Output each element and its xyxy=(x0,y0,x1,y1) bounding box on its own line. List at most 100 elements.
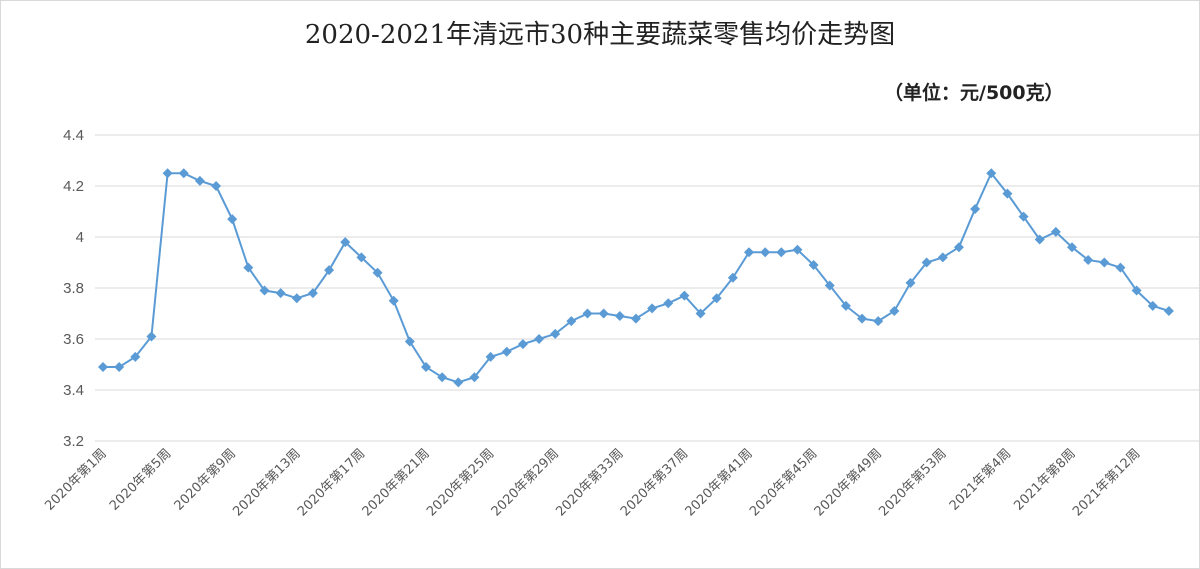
series-markers xyxy=(98,168,1174,388)
data-point-marker xyxy=(1067,242,1077,253)
x-tick-label: 2020年第1周 xyxy=(42,446,109,513)
grid-lines xyxy=(95,134,1200,391)
data-point-marker xyxy=(824,280,835,291)
data-point-marker xyxy=(259,285,270,296)
data-point-marker xyxy=(598,308,609,319)
data-point-marker xyxy=(647,303,658,314)
data-point-marker xyxy=(162,168,173,179)
data-point-marker xyxy=(889,305,900,316)
data-point-marker xyxy=(760,247,771,258)
data-point-marker xyxy=(921,257,932,268)
data-point-marker xyxy=(857,313,868,324)
data-point-marker xyxy=(937,252,948,263)
y-tick-label: 3.2 xyxy=(63,433,84,450)
data-point-marker xyxy=(194,175,205,186)
data-point-marker xyxy=(178,168,189,179)
data-point-marker xyxy=(227,214,238,225)
x-tick-label: 2020年第45周 xyxy=(747,446,820,519)
x-tick-label: 2020年第21周 xyxy=(360,446,433,519)
data-point-marker xyxy=(1034,234,1045,245)
y-axis-ticks: 3.2 3.4 3.6 3.8 4 4.2 4.4 xyxy=(63,127,84,450)
data-point-marker xyxy=(1050,226,1061,237)
data-point-marker xyxy=(356,252,367,263)
data-point-marker xyxy=(469,372,480,383)
data-point-marker xyxy=(437,372,448,383)
x-tick-label: 2020年第49周 xyxy=(812,446,885,519)
data-point-marker xyxy=(243,262,254,273)
data-point-marker xyxy=(340,237,351,248)
data-point-marker xyxy=(808,260,819,271)
data-point-marker xyxy=(970,203,981,214)
data-point-marker xyxy=(695,308,706,319)
x-tick-label: 2020年第37周 xyxy=(618,446,691,519)
data-point-marker xyxy=(1083,254,1094,265)
x-tick-label: 2020年第53周 xyxy=(876,446,949,519)
data-point-marker xyxy=(291,293,302,304)
data-point-marker xyxy=(711,293,722,304)
x-tick-label: 2021年第4周 xyxy=(947,446,1014,513)
y-tick-label: 3.6 xyxy=(63,331,84,348)
y-tick-label: 4.4 xyxy=(63,127,84,144)
data-point-marker xyxy=(453,377,464,388)
data-point-marker xyxy=(1115,262,1126,273)
data-point-marker xyxy=(534,334,545,344)
data-point-marker xyxy=(372,267,383,278)
data-point-marker xyxy=(792,244,803,255)
data-point-marker xyxy=(873,316,884,327)
data-point-marker xyxy=(1099,257,1110,268)
data-point-marker xyxy=(211,181,222,191)
data-point-marker xyxy=(1131,285,1142,296)
x-tick-label: 2020年第9周 xyxy=(172,446,239,513)
x-axis-ticks: 2020年第1周2020年第5周2020年第9周2020年第13周2020年第1… xyxy=(42,446,1143,519)
y-tick-label: 3.4 xyxy=(63,382,84,399)
data-point-marker xyxy=(146,331,157,342)
data-point-marker xyxy=(130,351,141,362)
data-point-marker xyxy=(744,247,754,258)
data-point-marker xyxy=(566,316,577,327)
data-point-marker xyxy=(307,288,318,299)
x-tick-label: 2020年第13周 xyxy=(230,446,303,519)
x-tick-label: 2020年第29周 xyxy=(489,446,562,519)
data-point-marker xyxy=(501,346,512,357)
data-point-marker xyxy=(550,328,561,339)
unit-label: （单位：元/500克） xyxy=(884,82,1064,104)
data-point-marker xyxy=(1163,305,1174,316)
y-tick-label: 4.2 xyxy=(63,178,84,195)
data-point-marker xyxy=(986,168,997,179)
data-point-marker xyxy=(517,339,528,350)
data-point-marker xyxy=(1147,300,1158,311)
data-point-marker xyxy=(1002,188,1013,199)
chart-title: 2020-2021年清远市30种主要蔬菜零售均价走势图 xyxy=(304,20,896,50)
data-point-marker xyxy=(421,362,431,373)
data-point-marker xyxy=(953,242,964,253)
x-tick-label: 2020年第5周 xyxy=(107,446,174,513)
data-point-marker xyxy=(388,295,399,306)
x-tick-label: 2021年第8周 xyxy=(1011,446,1078,513)
x-tick-label: 2020年第17周 xyxy=(295,446,368,519)
data-point-marker xyxy=(679,290,690,301)
data-point-marker xyxy=(614,311,625,322)
y-tick-label: 4 xyxy=(76,229,84,246)
data-point-marker xyxy=(404,336,415,347)
data-point-marker xyxy=(727,272,738,283)
x-tick-label: 2020年第33周 xyxy=(553,446,626,519)
data-point-marker xyxy=(663,298,674,309)
data-point-marker xyxy=(324,265,335,276)
data-point-marker xyxy=(1018,211,1029,222)
data-point-marker xyxy=(114,362,125,373)
data-point-marker xyxy=(630,313,641,324)
x-tick-label: 2021年第12周 xyxy=(1070,446,1143,519)
data-point-marker xyxy=(582,308,593,319)
series-line xyxy=(103,171,1170,384)
data-point-marker xyxy=(485,351,496,362)
x-tick-label: 2020年第25周 xyxy=(424,446,497,519)
x-tick-label: 2020年第41周 xyxy=(683,446,756,519)
data-point-marker xyxy=(905,277,916,288)
data-point-marker xyxy=(776,247,787,258)
data-point-marker xyxy=(275,288,286,299)
y-tick-label: 3.8 xyxy=(63,280,84,297)
data-point-marker xyxy=(840,300,851,311)
data-point-marker xyxy=(98,362,108,373)
